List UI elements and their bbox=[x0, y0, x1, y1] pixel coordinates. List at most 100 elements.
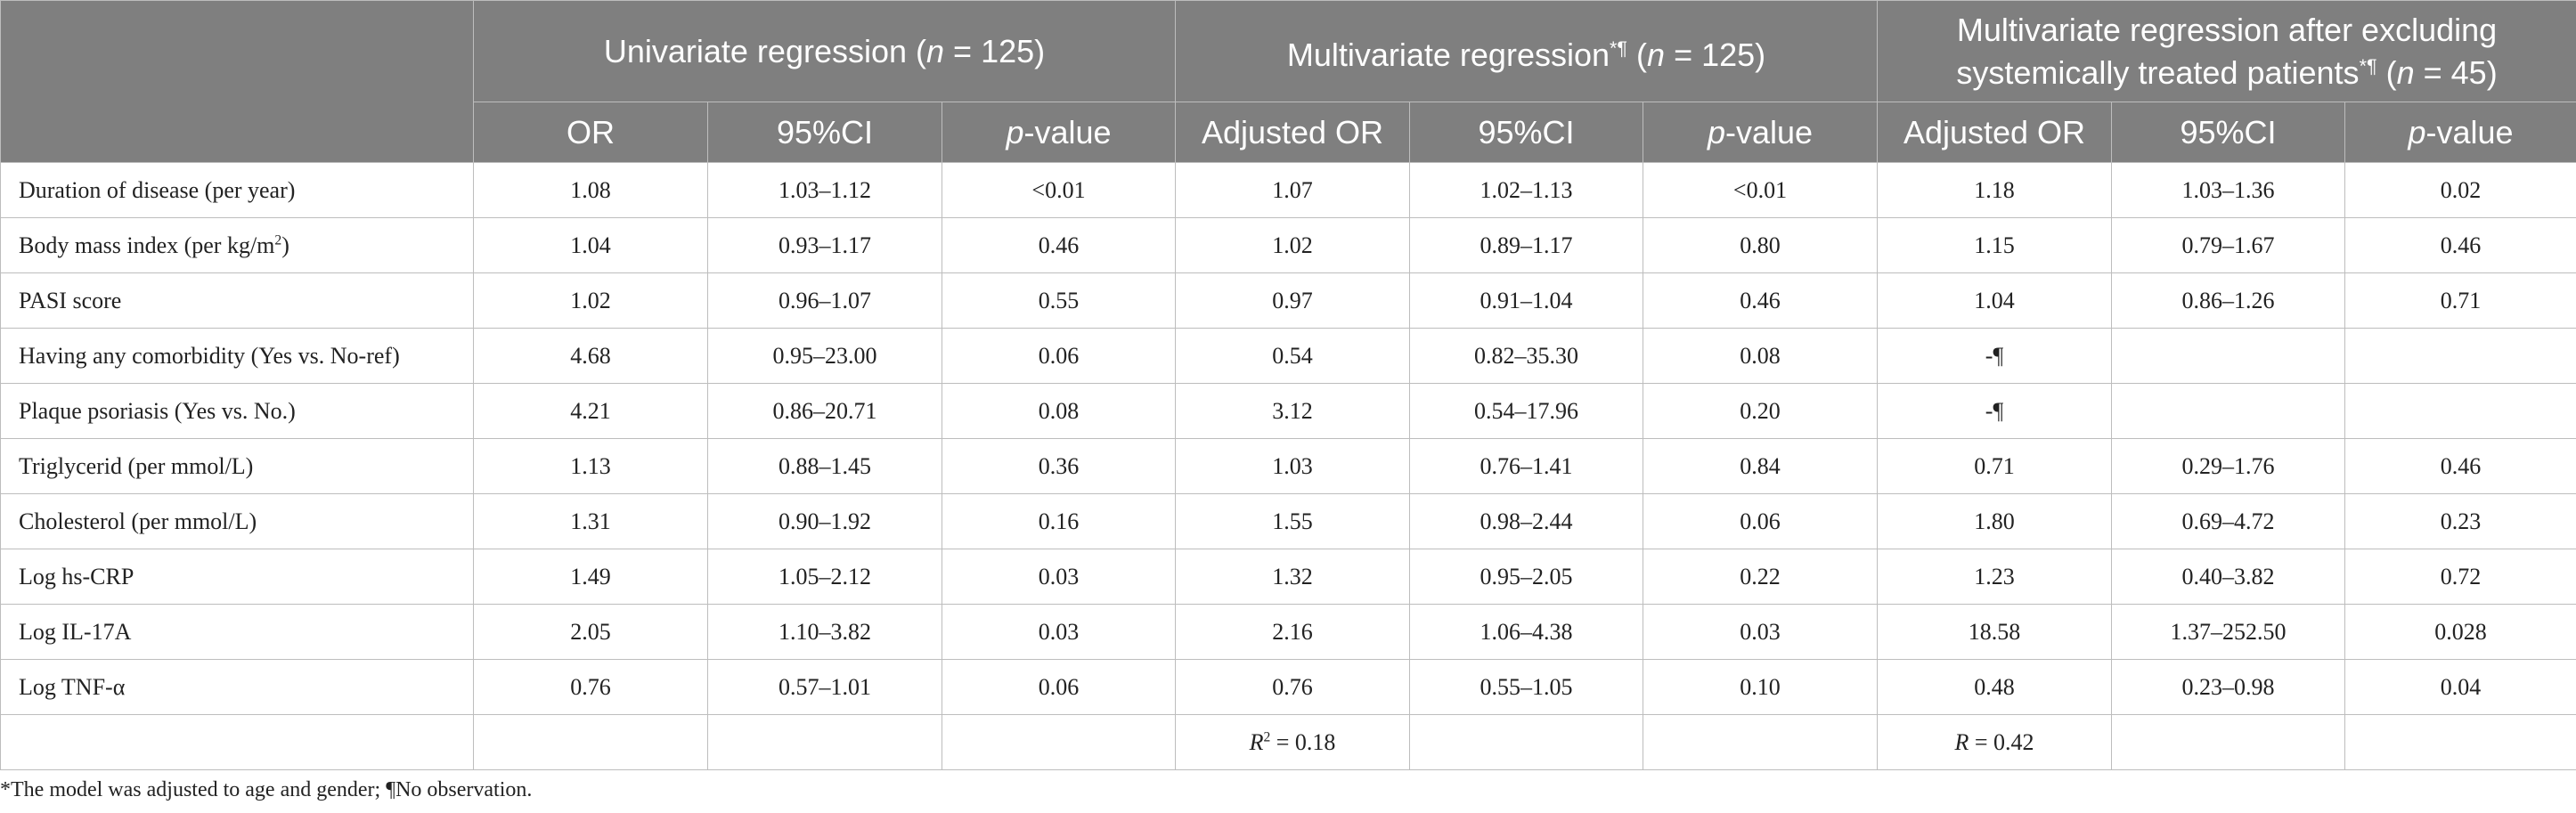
col-header-ci: 95%CI bbox=[1409, 102, 1643, 163]
table-cell: 0.54–17.96 bbox=[1409, 383, 1643, 439]
table-cell: 0.46 bbox=[1642, 272, 1879, 329]
table-cell: 1.18 bbox=[1877, 162, 2113, 218]
table-cell: 0.76 bbox=[473, 659, 708, 715]
table-cell: 0.95–23.00 bbox=[707, 328, 942, 384]
table-cell: 0.23–0.98 bbox=[2111, 659, 2346, 715]
table-cell: 0.80 bbox=[1642, 217, 1879, 273]
table-cell: 0.22 bbox=[1642, 549, 1879, 605]
table-cell bbox=[2111, 714, 2346, 770]
table-cell: -¶ bbox=[1877, 328, 2113, 384]
col-header-ci: 95%CI bbox=[2111, 102, 2346, 163]
table-cell: 0.69–4.72 bbox=[2111, 493, 2346, 549]
corner-header-cell bbox=[0, 0, 474, 163]
table-cell: 0.20 bbox=[1642, 383, 1879, 439]
table-cell: 1.32 bbox=[1175, 549, 1410, 605]
table-cell bbox=[0, 714, 474, 770]
table-cell: 1.03–1.12 bbox=[707, 162, 942, 218]
table-cell: 1.49 bbox=[473, 549, 708, 605]
table-cell: 0.04 bbox=[2344, 659, 2576, 715]
table-cell: 0.97 bbox=[1175, 272, 1410, 329]
table-row: Log TNF-α 0.76 0.57–1.01 0.06 0.76 0.55–… bbox=[0, 659, 2576, 715]
table-row: Cholesterol (per mmol/L) 1.31 0.90–1.92 … bbox=[0, 493, 2576, 549]
row-label: Duration of disease (per year) bbox=[0, 162, 474, 218]
row-label: Cholesterol (per mmol/L) bbox=[0, 493, 474, 549]
table-row: Plaque psoriasis (Yes vs. No.) 4.21 0.86… bbox=[0, 383, 2576, 439]
table-cell: 0.29–1.76 bbox=[2111, 438, 2346, 494]
table-cell: 0.55 bbox=[942, 272, 1176, 329]
table-cell: 0.46 bbox=[2344, 217, 2576, 273]
table-cell: 0.46 bbox=[942, 217, 1176, 273]
table-row: Log hs-CRP 1.49 1.05–2.12 0.03 1.32 0.95… bbox=[0, 549, 2576, 605]
table-cell: 1.15 bbox=[1877, 217, 2113, 273]
col-header-pvalue: p-value bbox=[942, 102, 1176, 163]
table-cell: 1.10–3.82 bbox=[707, 604, 942, 660]
row-label: Having any comorbidity (Yes vs. No-ref) bbox=[0, 328, 474, 384]
row-label: Log hs-CRP bbox=[0, 549, 474, 605]
table-cell: 0.48 bbox=[1877, 659, 2113, 715]
table-cell: 1.02 bbox=[1175, 217, 1410, 273]
r-squared-row: R2 = 0.18 R = 0.42 bbox=[0, 714, 2576, 770]
table-cell: 0.55–1.05 bbox=[1409, 659, 1643, 715]
table-row: Having any comorbidity (Yes vs. No-ref) … bbox=[0, 328, 2576, 384]
table-cell: 0.23 bbox=[2344, 493, 2576, 549]
table-cell: 0.95–2.05 bbox=[1409, 549, 1643, 605]
table-cell bbox=[473, 714, 708, 770]
table-cell bbox=[942, 714, 1176, 770]
table-cell: 1.02 bbox=[473, 272, 708, 329]
table-cell: 1.05–2.12 bbox=[707, 549, 942, 605]
col-header-or: OR bbox=[473, 102, 708, 163]
table-cell: 0.71 bbox=[1877, 438, 2113, 494]
group-header-univariate: Univariate regression (n = 125) bbox=[473, 0, 1176, 102]
table-cell: 0.028 bbox=[2344, 604, 2576, 660]
table-cell: 1.02–1.13 bbox=[1409, 162, 1643, 218]
table-cell bbox=[2344, 714, 2576, 770]
table-cell: 0.03 bbox=[942, 604, 1176, 660]
table-cell: 0.03 bbox=[942, 549, 1176, 605]
table-cell: 1.04 bbox=[473, 217, 708, 273]
table-cell: 1.80 bbox=[1877, 493, 2113, 549]
table-cell: 0.57–1.01 bbox=[707, 659, 942, 715]
table-cell: 0.96–1.07 bbox=[707, 272, 942, 329]
table-cell: 1.23 bbox=[1877, 549, 2113, 605]
table-cell bbox=[1409, 714, 1643, 770]
table-cell: 1.07 bbox=[1175, 162, 1410, 218]
table-cell: 18.58 bbox=[1877, 604, 2113, 660]
row-label: Body mass index (per kg/m2) bbox=[0, 217, 474, 273]
table-cell: 0.90–1.92 bbox=[707, 493, 942, 549]
table-cell: 0.54 bbox=[1175, 328, 1410, 384]
col-header-pvalue: p-value bbox=[2344, 102, 2576, 163]
table-cell: 0.72 bbox=[2344, 549, 2576, 605]
table-cell bbox=[2111, 328, 2346, 384]
table-cell bbox=[1642, 714, 1879, 770]
table-cell: 0.79–1.67 bbox=[2111, 217, 2346, 273]
group-header-multivariate: Multivariate regression*¶ (n = 125) bbox=[1174, 0, 1879, 102]
row-label: Plaque psoriasis (Yes vs. No.) bbox=[0, 383, 474, 439]
table-cell: 0.40–3.82 bbox=[2111, 549, 2346, 605]
table-cell: 1.04 bbox=[1877, 272, 2113, 329]
table-cell: 0.88–1.45 bbox=[707, 438, 942, 494]
row-label: Triglycerid (per mmol/L) bbox=[0, 438, 474, 494]
table-cell: <0.01 bbox=[1642, 162, 1879, 218]
table-cell: 0.06 bbox=[942, 328, 1176, 384]
table-row: Log IL-17A 2.05 1.10–3.82 0.03 2.16 1.06… bbox=[0, 604, 2576, 660]
table-cell: 1.13 bbox=[473, 438, 708, 494]
table-cell: 0.71 bbox=[2344, 272, 2576, 329]
table-cell: 1.03–1.36 bbox=[2111, 162, 2346, 218]
r-value-excluded: R = 0.42 bbox=[1877, 714, 2113, 770]
table-cell: 4.68 bbox=[473, 328, 708, 384]
table-cell: 3.12 bbox=[1175, 383, 1410, 439]
table-row: Triglycerid (per mmol/L) 1.13 0.88–1.45 … bbox=[0, 438, 2576, 494]
table-cell: 1.08 bbox=[473, 162, 708, 218]
table-cell bbox=[2111, 383, 2346, 439]
table-cell: 0.86–20.71 bbox=[707, 383, 942, 439]
table-cell: 1.06–4.38 bbox=[1409, 604, 1643, 660]
table-row: Body mass index (per kg/m2) 1.04 0.93–1.… bbox=[0, 217, 2576, 273]
table-cell: 0.46 bbox=[2344, 438, 2576, 494]
table-cell: 0.03 bbox=[1642, 604, 1879, 660]
table-cell: <0.01 bbox=[942, 162, 1176, 218]
table-cell: 0.06 bbox=[1642, 493, 1879, 549]
row-label: PASI score bbox=[0, 272, 474, 329]
table-cell: 2.05 bbox=[473, 604, 708, 660]
table-cell bbox=[707, 714, 942, 770]
regression-table: Univariate regression (n = 125) Multivar… bbox=[0, 0, 2576, 770]
